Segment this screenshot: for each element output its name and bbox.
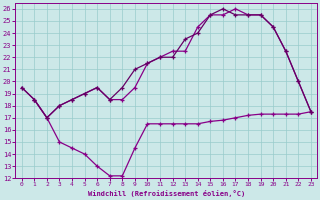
X-axis label: Windchill (Refroidissement éolien,°C): Windchill (Refroidissement éolien,°C) [88, 190, 245, 197]
